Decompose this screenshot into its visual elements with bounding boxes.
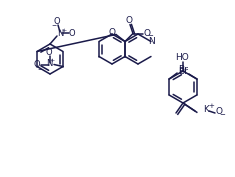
- Text: N: N: [46, 59, 52, 68]
- Text: −: −: [51, 22, 57, 27]
- Text: O: O: [144, 29, 150, 38]
- Text: +: +: [61, 27, 67, 33]
- Text: −: −: [147, 33, 153, 39]
- Text: O: O: [109, 28, 115, 37]
- Text: K: K: [203, 104, 209, 113]
- Text: O: O: [54, 18, 60, 27]
- Text: O: O: [69, 28, 75, 38]
- Text: +: +: [208, 103, 214, 109]
- Text: +: +: [49, 58, 55, 63]
- Text: −: −: [37, 66, 43, 71]
- Text: Br: Br: [178, 65, 188, 75]
- Text: Br: Br: [178, 67, 188, 76]
- Text: O: O: [34, 60, 40, 69]
- Text: −: −: [219, 112, 225, 118]
- Text: N: N: [57, 28, 63, 38]
- Text: O: O: [125, 16, 133, 25]
- Text: O: O: [215, 107, 223, 116]
- Text: O: O: [46, 48, 52, 57]
- Text: HO: HO: [175, 53, 189, 61]
- Text: N: N: [149, 37, 155, 46]
